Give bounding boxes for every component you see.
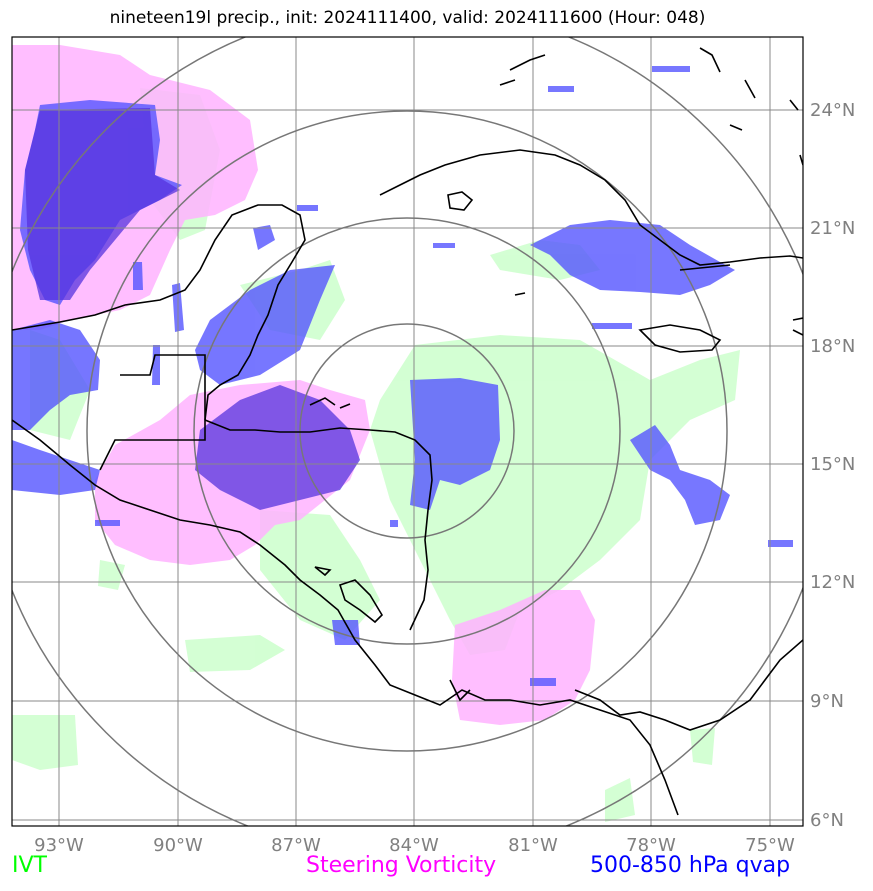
lon-label-0: 93°W xyxy=(34,835,84,856)
lon-label-3: 84°W xyxy=(389,835,439,856)
map-frame xyxy=(11,36,804,827)
map-title: nineteen19l precip., init: 2024111400, v… xyxy=(109,8,706,28)
lon-label-5: 78°W xyxy=(626,835,676,856)
lon-label-1: 90°W xyxy=(153,835,203,856)
lat-label-2: 18°N xyxy=(810,336,855,357)
overlap-contours xyxy=(25,108,360,510)
lon-label-4: 81°W xyxy=(508,835,558,856)
lat-label-5: 9°N xyxy=(810,691,844,712)
latitude-ticks: 24°N 21°N 18°N 15°N 12°N 9°N 6°N xyxy=(810,100,855,831)
range-rings xyxy=(12,37,803,826)
lat-label-3: 15°N xyxy=(810,454,855,475)
lat-label-1: 21°N xyxy=(810,218,855,239)
lat-label-4: 12°N xyxy=(810,572,855,593)
lat-label-0: 24°N xyxy=(810,100,855,121)
map-layers xyxy=(12,45,793,822)
legend-ivt: IVT xyxy=(12,853,47,878)
legend-steering-vorticity: Steering Vorticity xyxy=(306,853,497,878)
coastlines xyxy=(12,47,803,816)
lat-label-6: 6°N xyxy=(810,810,844,831)
longitude-ticks: 93°W 90°W 87°W 84°W 81°W 78°W 75°W xyxy=(34,835,795,856)
lon-label-2: 87°W xyxy=(271,835,321,856)
graticule xyxy=(12,37,803,826)
lon-label-6: 75°W xyxy=(745,835,795,856)
legend-qvap: 500-850 hPa qvap xyxy=(590,853,791,878)
